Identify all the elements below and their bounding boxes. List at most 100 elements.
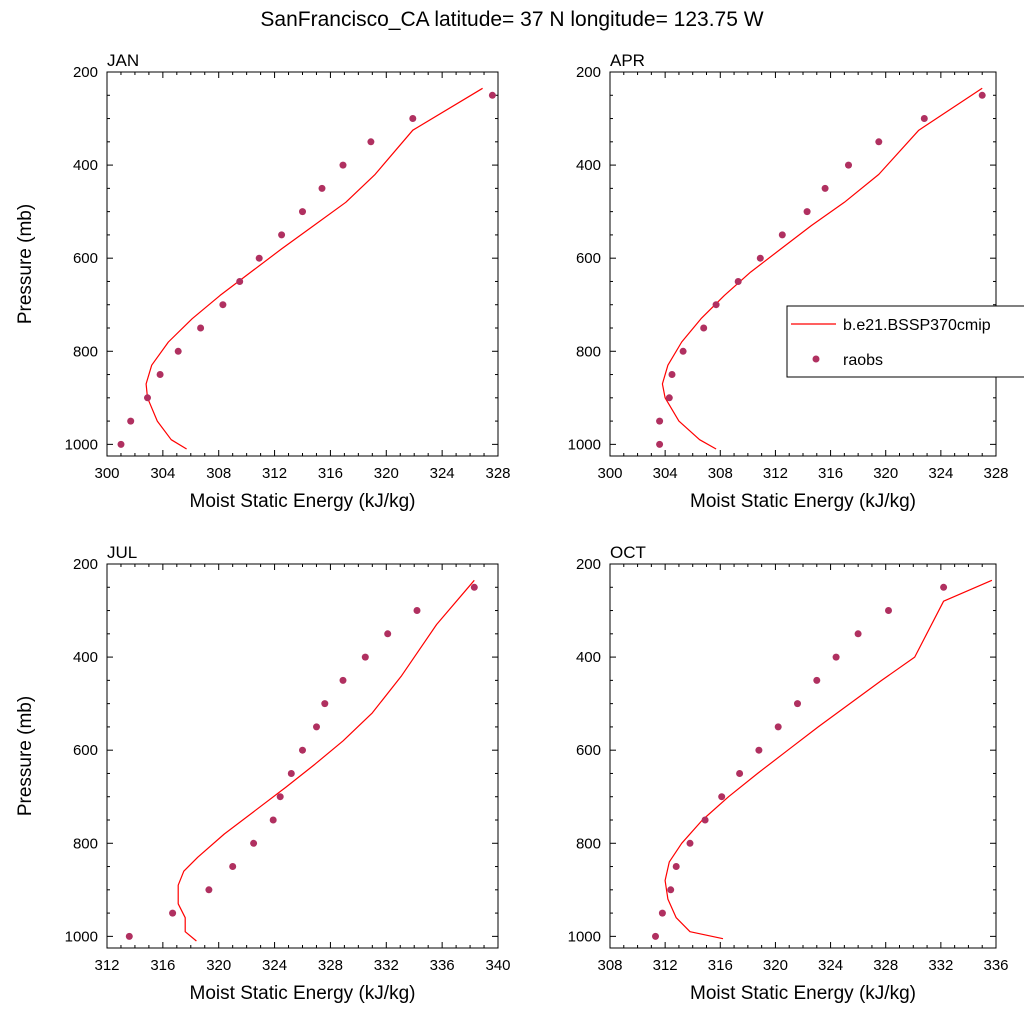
x-axis-title: Moist Static Energy (kJ/kg) (190, 491, 416, 512)
y-tick-label: 600 (576, 742, 601, 759)
raobs-point (318, 184, 326, 192)
x-tick-label: 316 (708, 957, 733, 974)
raobs-point (287, 770, 295, 777)
figure-title: SanFrancisco_CA latitude= 37 N longitude… (260, 8, 763, 31)
raobs-point (313, 723, 320, 731)
raobs-point (794, 700, 801, 708)
model-profile-line (145, 87, 483, 450)
x-tick-label: 328 (983, 465, 1008, 482)
raobs-point (144, 394, 151, 402)
raobs-point (470, 583, 478, 591)
x-axis-title: Moist Static Energy (kJ/kg) (190, 983, 416, 1004)
x-tick-label: 308 (597, 957, 622, 974)
x-axis-title: Moist Static Energy (kJ/kg) (690, 491, 916, 512)
raobs-point (488, 91, 496, 99)
y-axis-title: Pressure (mb) (15, 204, 36, 324)
x-tick-label: 300 (94, 465, 119, 482)
plot-frame (106, 71, 499, 457)
x-tick-label: 316 (318, 465, 343, 482)
raobs-point (718, 793, 726, 801)
raobs-point (250, 839, 258, 847)
raobs-point (875, 138, 883, 146)
model-profile-line (661, 87, 983, 450)
raobs-point (832, 653, 840, 661)
raobs-point (156, 371, 164, 378)
raobs-point (339, 161, 347, 169)
y-tick-label: 1000 (65, 436, 98, 453)
x-tick-label: 320 (206, 957, 231, 974)
x-tick-label: 300 (597, 465, 622, 482)
panel-jan: JAN 300 304 308 312 316 320 324 328 200 400 600 800 1… (15, 51, 511, 512)
x-tick-label: 320 (873, 465, 898, 482)
raobs-point (384, 630, 392, 638)
raobs-point (299, 746, 306, 754)
x-tick-label: 312 (763, 465, 788, 482)
y-tick-label: 1000 (568, 928, 601, 945)
raobs-point (854, 630, 862, 638)
y-tick-label: 400 (576, 157, 601, 174)
raobs-point (686, 839, 694, 847)
model-profile-line (664, 579, 993, 940)
raobs-point (656, 440, 664, 448)
y-tick-label: 400 (576, 649, 601, 666)
raobs-point (665, 394, 673, 402)
raobs-point (736, 770, 744, 777)
raobs-point (125, 932, 133, 940)
raobs-point (276, 793, 284, 801)
legend-box (786, 305, 1024, 378)
raobs-point (361, 653, 369, 661)
x-tick-label: 304 (653, 465, 678, 482)
x-tick-label: 316 (818, 465, 843, 482)
y-tick-label: 600 (73, 742, 98, 759)
raobs-point (940, 583, 948, 591)
x-axis-title: Moist Static Energy (kJ/kg) (690, 983, 916, 1004)
panel-label: OCT (610, 543, 646, 562)
y-tick-label: 800 (73, 343, 98, 360)
x-tick-label: 328 (485, 465, 510, 482)
raobs-point (205, 886, 213, 894)
raobs-point (321, 700, 329, 708)
model-profile-line (177, 579, 475, 942)
x-tick-label: 324 (262, 957, 287, 974)
y-tick-label: 1000 (568, 436, 601, 453)
raobs-point (778, 231, 786, 239)
panel-jul: JUL 312 316 320 324 328 332 336 340 200 400 600 800 1… (15, 543, 511, 1004)
x-tick-label: 304 (150, 465, 175, 482)
raobs-point (174, 347, 182, 355)
x-tick-label: 336 (430, 957, 455, 974)
raobs-point (299, 208, 306, 216)
raobs-point (229, 863, 237, 870)
raobs-point (658, 909, 666, 917)
panel-label: JUL (107, 543, 137, 562)
raobs-point (269, 816, 277, 824)
raobs-point (668, 371, 676, 378)
raobs-point (278, 231, 286, 239)
raobs-point (756, 254, 764, 262)
legend-obs-marker-swatch (812, 355, 820, 363)
x-tick-label: 312 (262, 465, 287, 482)
raobs-point (920, 115, 928, 122)
x-tick-label: 332 (374, 957, 399, 974)
raobs-point (734, 278, 742, 285)
raobs-point (755, 746, 763, 754)
raobs-point (978, 91, 986, 99)
y-axis-title: Pressure (mb) (15, 696, 36, 816)
panel-oct: OCT 308 312 316 320 324 328 332 336 200 400 600 800 1… (568, 543, 1009, 1004)
raobs-point (169, 909, 177, 917)
legend-obs-label: raobs (843, 352, 883, 369)
x-tick-label: 316 (150, 957, 175, 974)
raobs-point (219, 301, 227, 309)
raobs-point (700, 324, 708, 332)
x-tick-label: 324 (928, 465, 953, 482)
x-tick-label: 320 (763, 957, 788, 974)
y-tick-label: 400 (73, 157, 98, 174)
raobs-point (679, 347, 687, 355)
legend: b.e21.BSSP370cmip raobs (786, 305, 1024, 378)
x-tick-label: 332 (928, 957, 953, 974)
raobs-point (236, 278, 244, 285)
y-tick-label: 800 (576, 343, 601, 360)
raobs-point (885, 607, 892, 614)
y-tick-label: 200 (576, 64, 601, 81)
x-tick-label: 324 (818, 957, 843, 974)
